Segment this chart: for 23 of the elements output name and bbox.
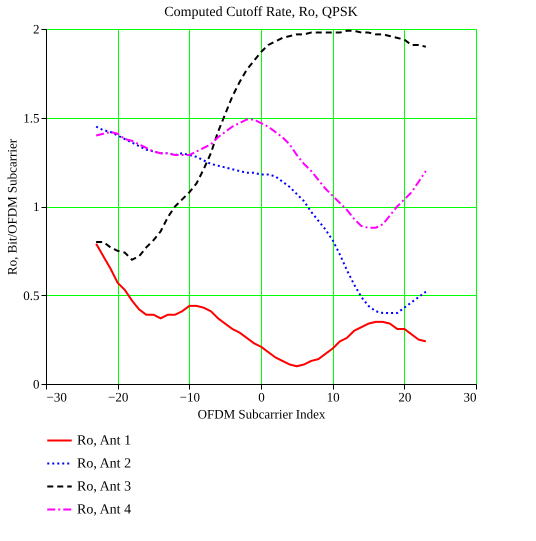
legend-label: Ro, Ant 4 (77, 502, 132, 518)
line-series (95, 242, 427, 368)
x-tick-label: 30 (464, 390, 476, 404)
x-tick-label: 0 (258, 390, 265, 404)
y-tick-label: 1.5 (23, 110, 40, 126)
x-tick-label: −10 (180, 390, 200, 404)
y-tick-label: 1 (33, 199, 40, 214)
x-tick-label: 20 (398, 390, 412, 404)
line-series (95, 118, 427, 229)
line-series (95, 126, 427, 314)
legend-label: Ro, Ant 3 (77, 480, 132, 494)
y-tick-label: 0 (33, 376, 40, 392)
chart-title: Computed Cutoff Rate, Ro, QPSK (164, 5, 358, 20)
x-tick-label: −30 (46, 390, 67, 404)
legend-label: Ro, Ant 1 (77, 434, 132, 448)
legend-label: Ro, Ant 2 (77, 456, 132, 472)
x-axis-title: OFDM Subcarrier Index (198, 406, 326, 422)
line-series (95, 30, 427, 261)
y-tick-label: 2 (33, 22, 40, 36)
y-axis-title: Ro, Bit/OFDM Subcarrier (4, 138, 20, 276)
x-tick-label: −20 (108, 390, 128, 404)
x-tick-label: 10 (326, 390, 340, 404)
y-tick-label: 0.5 (23, 288, 40, 303)
